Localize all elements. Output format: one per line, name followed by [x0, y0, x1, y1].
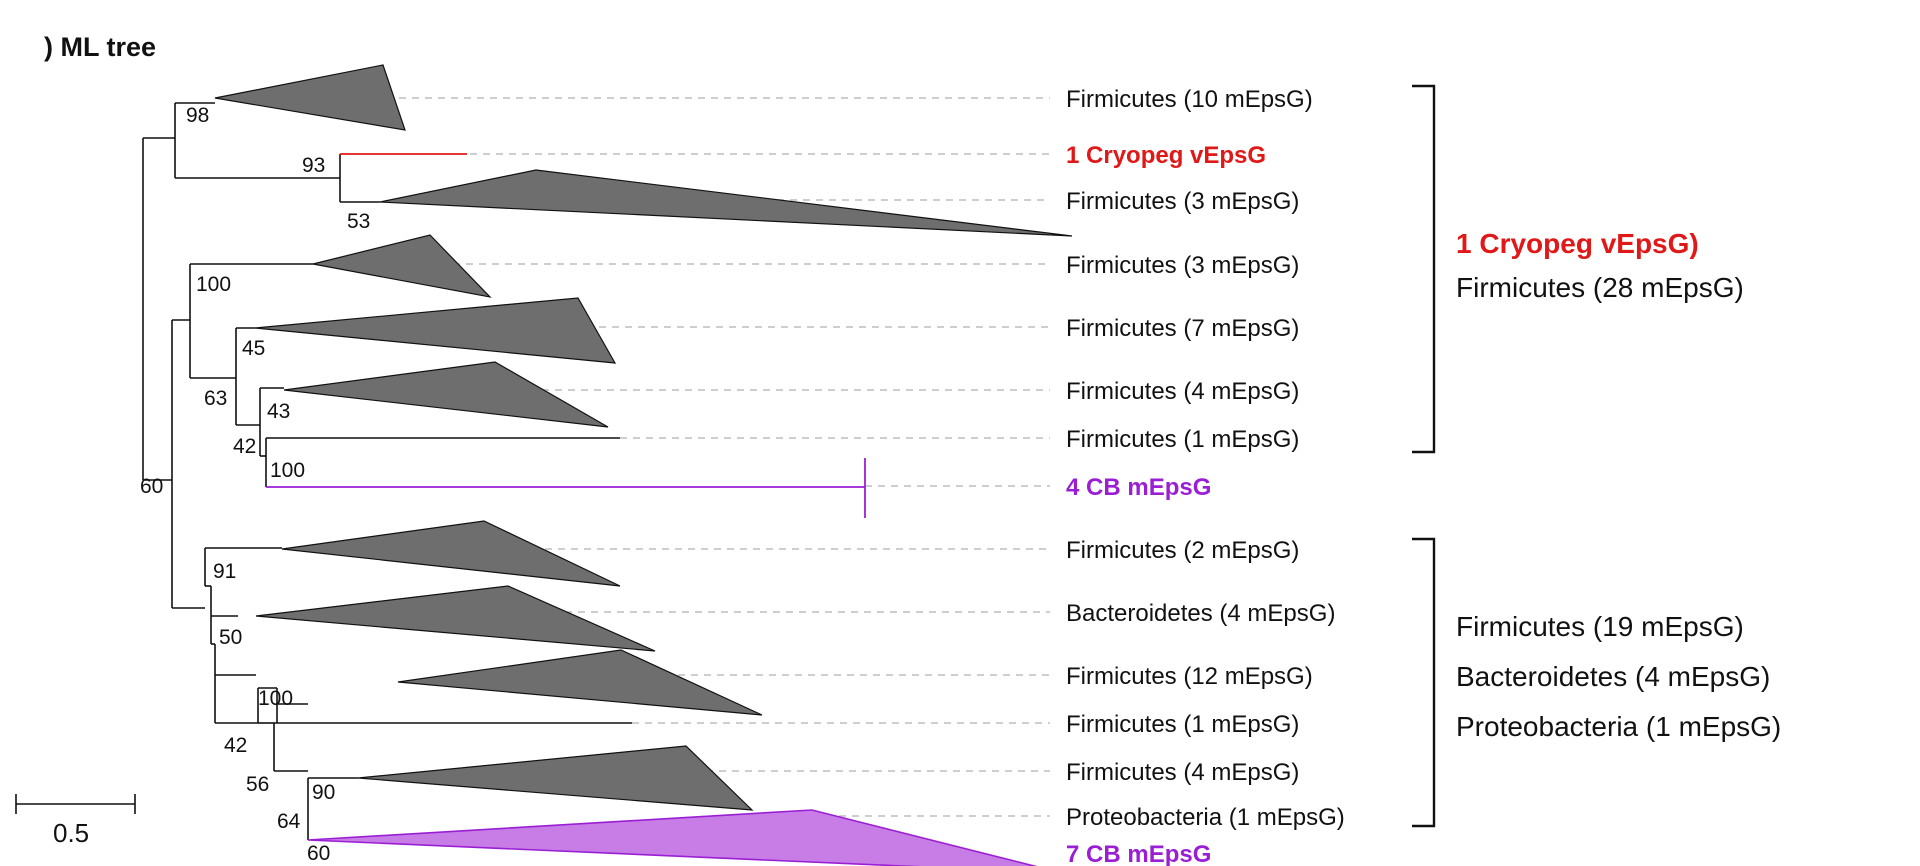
bootstrap-value: 60: [140, 475, 163, 498]
leaf-label-cb: 4 CB mEpsG: [1066, 474, 1211, 501]
clade-triangle: [379, 169, 1073, 237]
bootstrap-value: 98: [186, 104, 209, 127]
leaf-label-cryopeg: 1 Cryopeg vEpsG: [1066, 142, 1266, 169]
bootstrap-value: 56: [246, 773, 269, 796]
bootstrap-value: 93: [302, 154, 325, 177]
leaf-label: Firmicutes (4 mEpsG): [1066, 378, 1299, 405]
leaf-label: Firmicutes (3 mEpsG): [1066, 252, 1299, 279]
leaf-label: Firmicutes (10 mEpsG): [1066, 86, 1313, 113]
group-label: Firmicutes (28 mEpsG): [1456, 272, 1744, 303]
panel-title: ) ML tree: [44, 32, 156, 62]
scale-bar-label: 0.5: [53, 818, 89, 848]
collapsed-clades: [214, 64, 1073, 866]
clade-triangle: [397, 649, 763, 716]
clade-triangle: [283, 361, 609, 428]
group-label-cryopeg: 1 Cryopeg vEpsG): [1456, 228, 1699, 259]
leaf-labels: Firmicutes (10 mEpsG) 1 Cryopeg vEpsG Fi…: [1066, 86, 1345, 866]
scale-bar: 0.5: [15, 794, 136, 848]
bootstrap-value: 100: [196, 273, 231, 296]
clade-triangle: [281, 520, 621, 587]
leaf-label: Firmicutes (3 mEpsG): [1066, 188, 1299, 215]
bootstrap-values: 98 93 53 100 45 63 43 42 100 60 91 50 10…: [140, 104, 370, 865]
group-summaries: 1 Cryopeg vEpsG) Firmicutes (28 mEpsG) F…: [1456, 228, 1781, 742]
leaf-label-cb: 7 CB mEpsG: [1066, 841, 1211, 866]
group-bracket-upper: [1412, 84, 1436, 454]
leaf-label: Firmicutes (1 mEpsG): [1066, 426, 1299, 453]
bootstrap-value: 90: [312, 781, 335, 804]
bootstrap-value: 100: [270, 459, 305, 482]
group-label: Proteobacteria (1 mEpsG): [1456, 711, 1781, 742]
cb-clade-triangle: [307, 809, 1038, 866]
clade-triangle: [357, 745, 754, 811]
tree-branches: [142, 102, 866, 840]
bootstrap-value: 100: [258, 687, 293, 710]
clade-triangle: [255, 585, 656, 652]
bootstrap-value: 91: [213, 560, 236, 583]
leaf-label: Firmicutes (4 mEpsG): [1066, 759, 1299, 786]
bootstrap-value: 42: [233, 435, 256, 458]
leader-lines: [360, 97, 1050, 817]
leaf-label: Firmicutes (2 mEpsG): [1066, 537, 1299, 564]
clade-triangle: [214, 64, 406, 131]
group-brackets: [1412, 84, 1436, 828]
group-label: Firmicutes (19 mEpsG): [1456, 611, 1744, 642]
leaf-label: Proteobacteria (1 mEpsG): [1066, 804, 1345, 831]
leaf-label: Bacteroidetes (4 mEpsG): [1066, 600, 1335, 627]
bootstrap-value: 63: [204, 387, 227, 410]
bootstrap-value: 45: [242, 337, 265, 360]
group-label: Bacteroidetes (4 mEpsG): [1456, 661, 1770, 692]
bootstrap-value: 64: [277, 810, 301, 833]
leaf-label: Firmicutes (1 mEpsG): [1066, 711, 1299, 738]
bootstrap-value: 43: [267, 400, 290, 423]
leaf-label: Firmicutes (7 mEpsG): [1066, 315, 1299, 342]
clade-triangle: [312, 234, 492, 298]
bootstrap-value: 53: [347, 210, 370, 233]
clade-triangle: [254, 297, 617, 364]
bootstrap-value: 50: [219, 626, 242, 649]
leaf-label: Firmicutes (12 mEpsG): [1066, 663, 1313, 690]
bootstrap-value: 60: [307, 842, 330, 865]
group-bracket-lower: [1412, 537, 1436, 828]
bootstrap-value: 42: [224, 734, 247, 757]
